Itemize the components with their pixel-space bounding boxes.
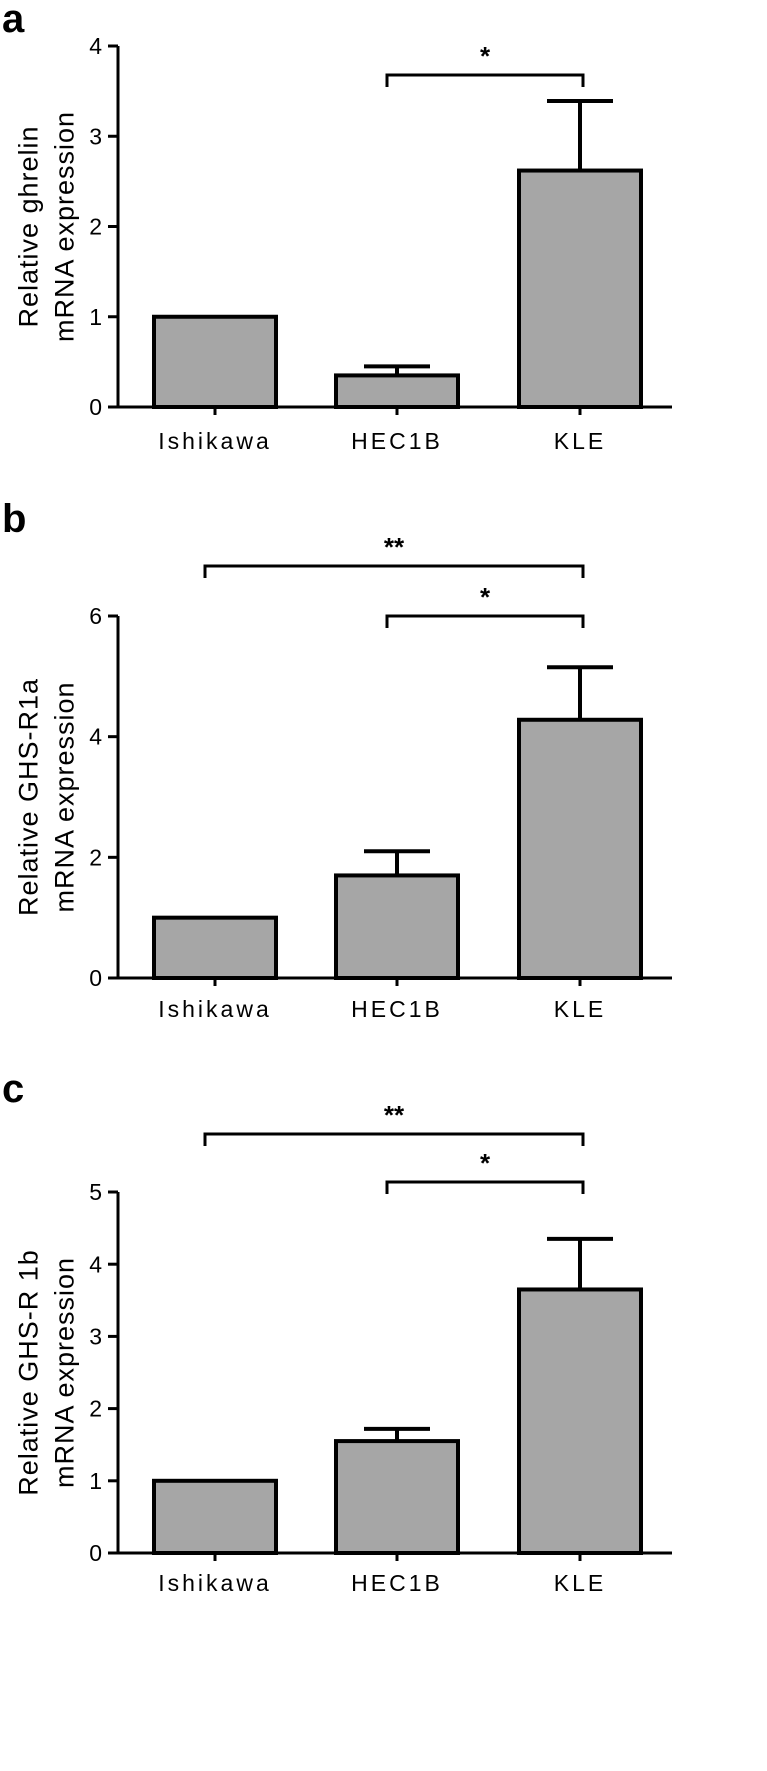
significance-label: **	[384, 1100, 405, 1130]
y-axis-label: mRNA expression	[49, 681, 79, 912]
panel-a: a Relative ghrelin mRNA expression 0 1 2 3 4 Ish…	[2, 0, 672, 454]
x-tick-label: KLE	[554, 1570, 606, 1596]
bar	[152, 1478, 278, 1556]
y-tick-label: 0	[89, 394, 102, 420]
panel-letter: c	[2, 1067, 24, 1111]
y-tick-label: 2	[89, 214, 102, 240]
panel-letter: b	[2, 497, 26, 541]
significance-bracket	[385, 73, 585, 87]
y-tick-label: 0	[89, 965, 102, 991]
y-tick-label: 3	[89, 123, 102, 149]
significance-bracket	[203, 564, 585, 578]
panel-b: b Relative GHS-R1a mRNA expression 0 2 4 6 Ishi…	[2, 497, 672, 1022]
y-axis-label: Relative ghrelin	[13, 125, 43, 327]
y-tick-label: 2	[89, 1396, 102, 1422]
y-tick-label: 1	[89, 304, 102, 330]
significance-label: *	[480, 1148, 491, 1178]
y-tick-label: 4	[89, 724, 102, 750]
significance-bracket	[203, 1132, 585, 1146]
significance-label: *	[480, 582, 491, 612]
x-tick-label: Ishikawa	[158, 996, 271, 1022]
bar	[517, 1287, 643, 1555]
y-axis-label: Relative GHS-R 1b	[13, 1249, 43, 1496]
significance-label: *	[480, 41, 491, 71]
y-tick-label: 3	[89, 1323, 102, 1349]
y-axis-label: Relative GHS-R1a	[13, 678, 43, 916]
y-axis-label: mRNA expression	[49, 1257, 79, 1488]
significance-bracket	[385, 1180, 585, 1194]
y-tick-label: 6	[89, 603, 102, 629]
bar	[334, 373, 460, 410]
y-tick-label: 5	[89, 1179, 102, 1205]
y-tick-label: 2	[89, 844, 102, 870]
panel-letter: a	[2, 0, 25, 41]
x-tick-label: Ishikawa	[158, 1570, 271, 1596]
x-tick-label: HEC1B	[351, 996, 443, 1022]
panel-c: c Relative GHS-R 1b mRNA expression 0 1 2 3 4 5 I…	[2, 1067, 672, 1596]
y-tick-label: 1	[89, 1468, 102, 1494]
significance-bracket	[385, 614, 585, 628]
y-tick-label: 4	[89, 33, 102, 59]
bar	[517, 717, 643, 980]
y-tick-label: 4	[89, 1251, 102, 1277]
x-tick-label: KLE	[554, 428, 606, 454]
x-tick-label: HEC1B	[351, 428, 443, 454]
bar	[334, 873, 460, 981]
y-axis-label: mRNA expression	[49, 111, 79, 342]
x-tick-label: KLE	[554, 996, 606, 1022]
y-tick-label: 0	[89, 1540, 102, 1566]
bar	[334, 1439, 460, 1555]
bar	[152, 915, 278, 981]
bar	[517, 168, 643, 409]
x-tick-label: Ishikawa	[158, 428, 271, 454]
significance-label: **	[384, 532, 405, 562]
bar	[152, 314, 278, 409]
x-tick-label: HEC1B	[351, 1570, 443, 1596]
